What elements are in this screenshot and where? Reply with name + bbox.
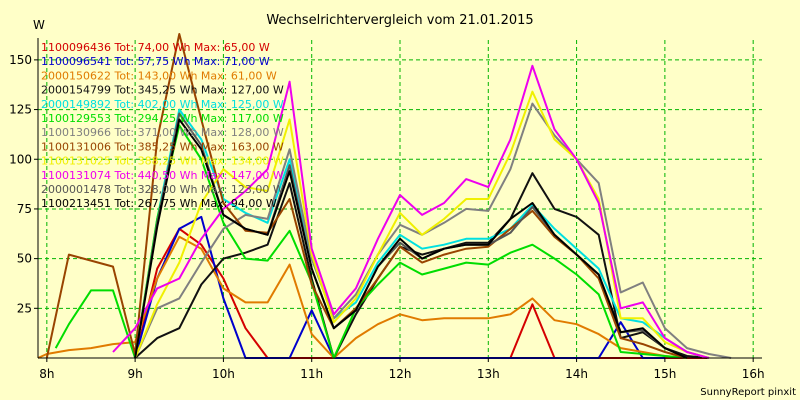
legend-entry-2000150622: 2000150622 Tot: 143,00 Wh Max: 61,00 W: [41, 69, 277, 82]
y-tick-label: 125: [9, 103, 32, 117]
series-line-1100131074: [112, 64, 710, 359]
series-line-1100213451: [134, 118, 688, 359]
y-axis-label: W: [33, 18, 45, 32]
x-tick-label: 14h: [565, 367, 588, 381]
legend-entry-1100131025: 1100131025 Tot: 388,25 Wh Max: 134,00 W: [41, 155, 284, 168]
x-tick-label: 16h: [742, 367, 765, 381]
legend: 1100096436 Tot: 74,00 Wh Max: 65,00 W110…: [41, 41, 284, 210]
y-tick-label: 150: [9, 53, 32, 67]
legend-entry-2000149892: 2000149892 Tot: 402,00 Wh Max: 125,00 W: [41, 98, 284, 111]
legend-entry-1100096541: 1100096541 Tot: 57,75 Wh Max: 71,00 W: [41, 55, 270, 68]
y-tick-label: 100: [9, 152, 32, 166]
series-line-2000150622: [37, 235, 688, 359]
x-tick-label: 15h: [653, 367, 676, 381]
legend-entry-2000001478: 2000001478 Tot: 328,00 Wh Max: 123,00 W: [41, 183, 284, 196]
chart-title: Wechselrichtervergleich vom 21.01.2015: [266, 13, 533, 28]
legend-entry-1100129553: 1100129553 Tot: 294,25 Wh Max: 117,00 W: [41, 112, 284, 125]
series-line-1100131025: [134, 90, 710, 359]
legend-entry-2000154799: 2000154799 Tot: 345,25 Wh Max: 127,00 W: [41, 84, 284, 97]
y-tick-label: 25: [17, 301, 32, 315]
series-layer: [37, 33, 732, 359]
legend-entry-1100096436: 1100096436 Tot: 74,00 Wh Max: 65,00 W: [41, 41, 270, 54]
x-tick-label: 13h: [477, 367, 500, 381]
y-tick-label: 50: [17, 252, 32, 266]
legend-entry-1100131006: 1100131006 Tot: 385,25 Wh Max: 163,00 W: [41, 140, 284, 153]
x-tick-label: 12h: [389, 367, 412, 381]
y-tick-label: 75: [17, 202, 32, 216]
legend-entry-1100213451: 1100213451 Tot: 267,75 Wh Max: 94,00 W: [41, 197, 277, 210]
x-tick-label: 10h: [212, 367, 235, 381]
x-tick-label: 8h: [39, 367, 54, 381]
legend-entry-1100131074: 1100131074 Tot: 440,50 Wh Max: 147,00 W: [41, 169, 284, 182]
x-tick-label: 9h: [127, 367, 142, 381]
tick-labels: 25 50 75 100 125 150 8h 9h 10h 11h 12h 13h 14h 15h 16h: [9, 53, 765, 381]
footer-credit: SunnyReport pinxit: [700, 387, 796, 398]
legend-entry-1100130966: 1100130966 Tot: 371,00 Wh Max: 128,00 W: [41, 126, 284, 139]
x-tick-label: 11h: [300, 367, 323, 381]
axes: [34, 38, 762, 362]
